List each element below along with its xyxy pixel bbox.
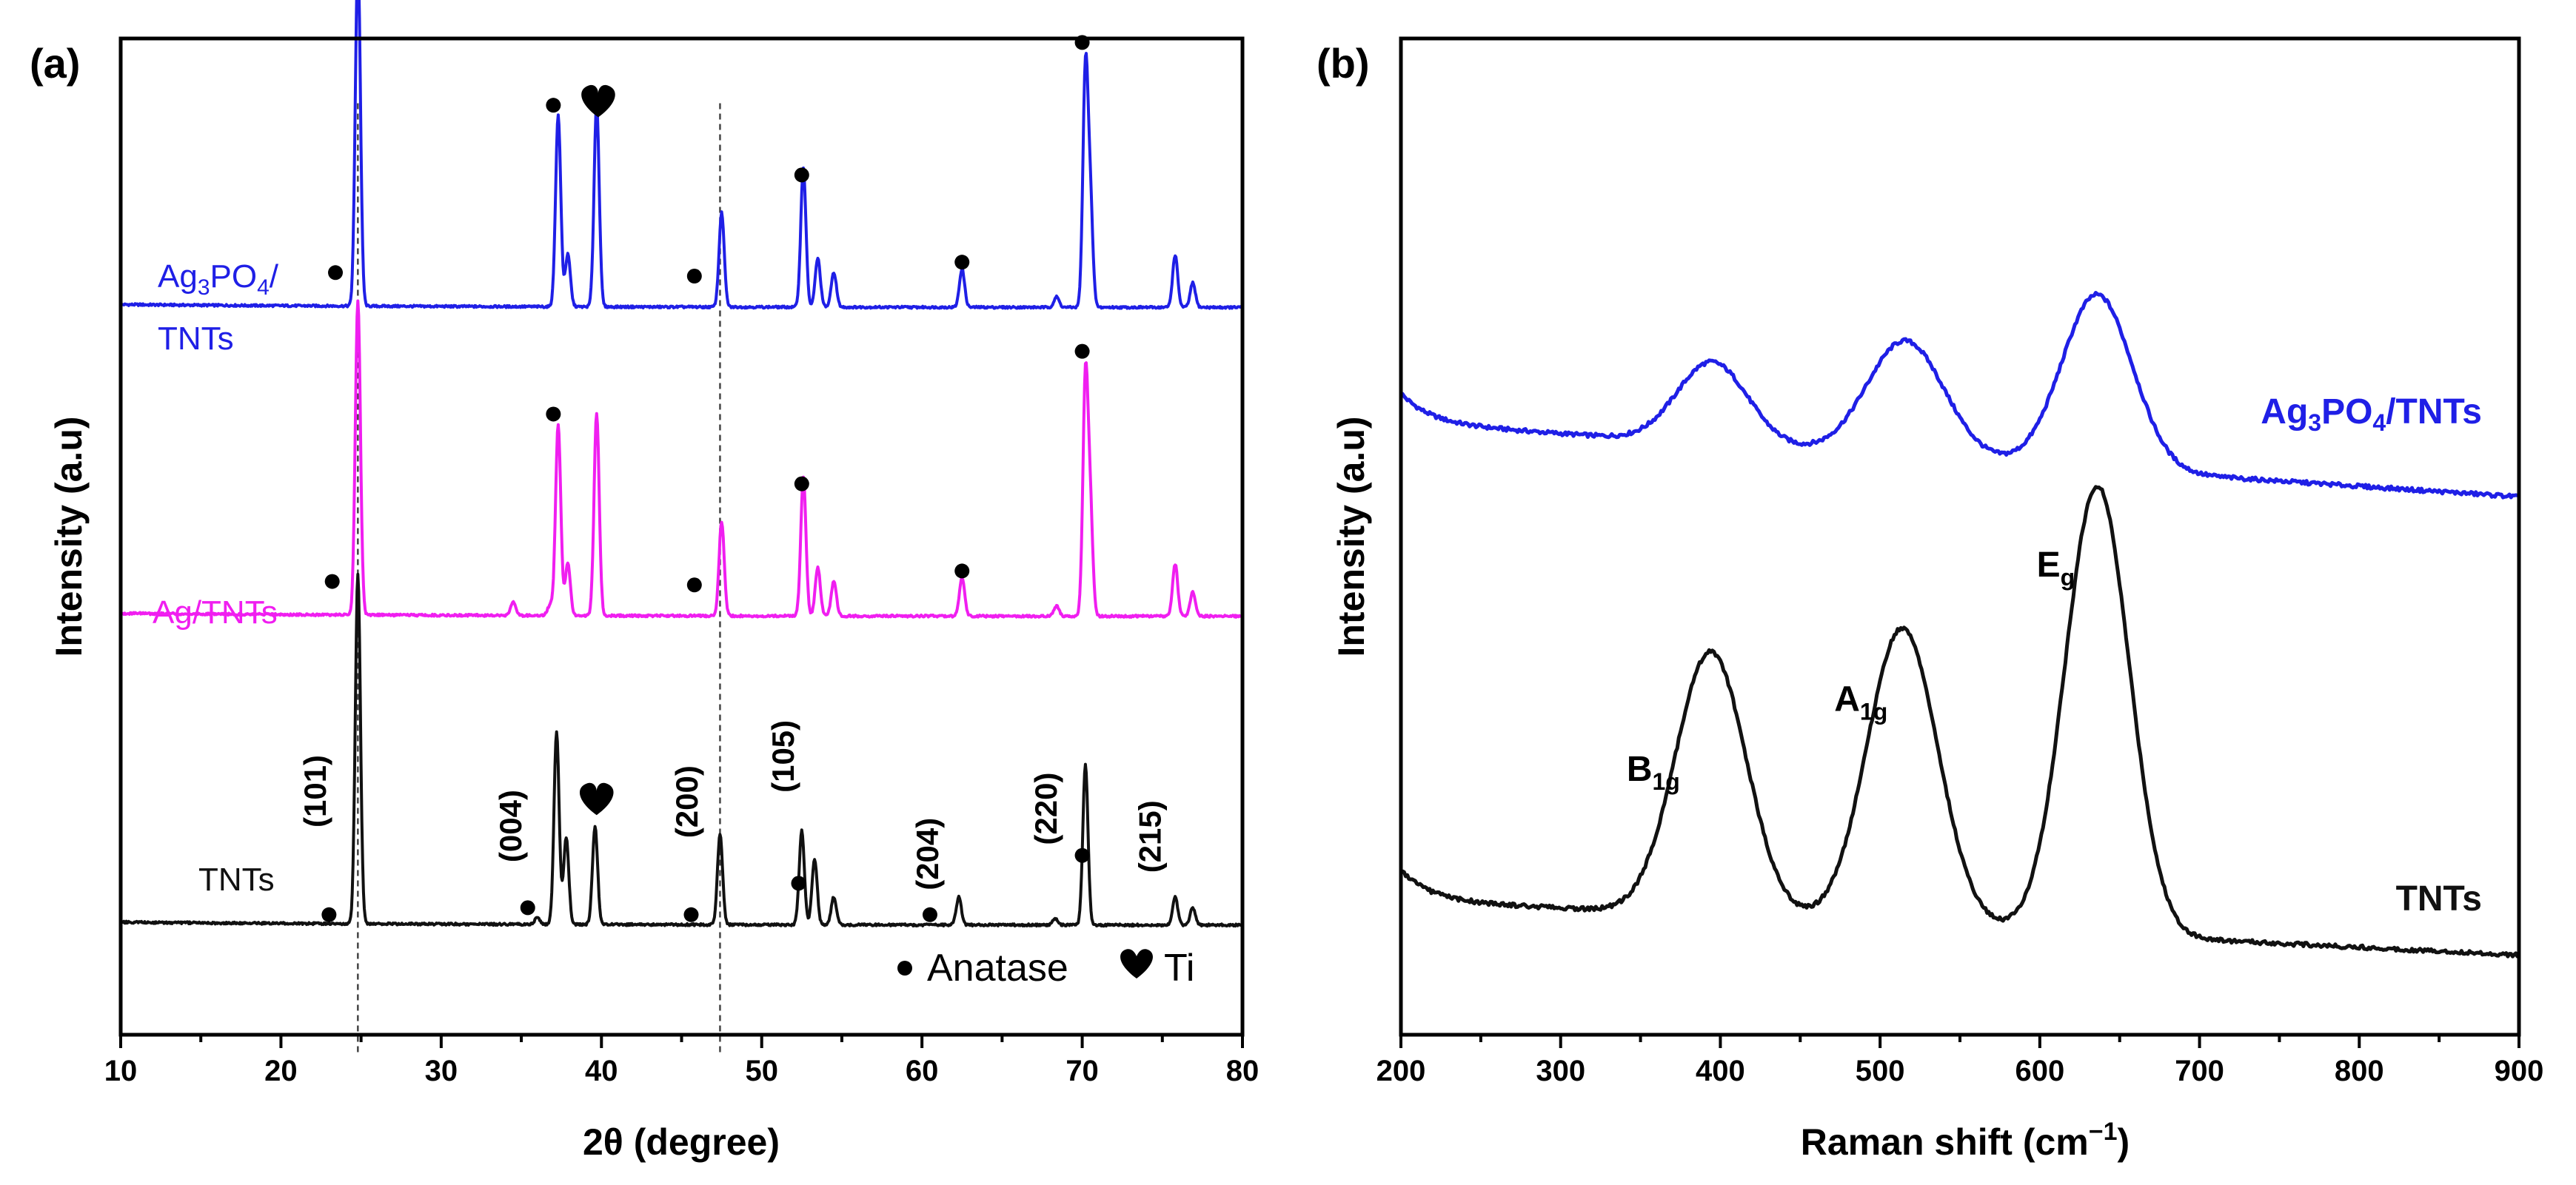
anatase-marker — [1074, 847, 1090, 863]
hkl-label: (101) — [298, 755, 332, 828]
series-label-ag3po4-tnts: Ag3PO4/ — [158, 258, 279, 300]
ti-legend-label: Ti — [1164, 947, 1194, 990]
x-tick-label: 800 — [2335, 1055, 2384, 1087]
anatase-marker — [922, 907, 937, 922]
xrd-curve-ag-tnts — [119, 299, 1244, 619]
anatase-marker — [324, 574, 340, 589]
x-tick-label: 300 — [1536, 1055, 1585, 1087]
x-axis-title-b: Raman shift (cm−1) — [1801, 1118, 2130, 1163]
anatase-marker — [328, 265, 344, 281]
x-axis-ticks: 10 20 30 40 50 60 70 80 — [104, 1035, 1259, 1087]
raman-curves — [1400, 291, 2520, 959]
raman-panel: (b) 200 300 400 500 600 700 800 900 B1g A1g Eg Ag… — [1317, 36, 2544, 1163]
panel-b-label: (b) — [1317, 40, 1370, 87]
anatase-legend-marker — [897, 961, 912, 976]
anatase-marker — [1074, 343, 1090, 359]
raman-mode-label: B1g — [1627, 750, 1680, 795]
ti-marker — [581, 84, 615, 118]
phase-markers — [321, 35, 1090, 922]
phase-legend: Anatase Ti — [897, 947, 1194, 990]
anatase-marker — [520, 900, 535, 916]
hkl-labels: (101) (004) (200) (105) (204) (220) (215) — [298, 720, 1168, 890]
x-tick-label: 70 — [1065, 1055, 1099, 1087]
x-tick-label: 60 — [906, 1055, 939, 1087]
hkl-label: (220) — [1028, 773, 1063, 845]
hkl-label: (004) — [493, 790, 528, 862]
x-tick-label: 700 — [2175, 1055, 2224, 1087]
raman-mode-labels: B1g A1g Eg — [1627, 545, 2075, 795]
x-axis-ticks: 200 300 400 500 600 700 800 900 — [1376, 1035, 2544, 1087]
x-axis-title-a: 2θ (degree) — [583, 1121, 780, 1163]
hkl-label: (105) — [766, 720, 800, 793]
xrd-curve-ag3po4-tnts — [119, 0, 1244, 310]
xrd-curve-tnts — [120, 572, 1244, 928]
anatase-marker — [546, 98, 561, 113]
series-label-ag3po4-tnts-raman: Ag3PO4/TNTs — [2261, 392, 2482, 436]
ti-marker — [580, 782, 614, 816]
x-tick-label: 900 — [2495, 1055, 2544, 1087]
anatase-marker — [321, 907, 337, 922]
x-tick-label: 50 — [745, 1055, 778, 1087]
hkl-label: (204) — [910, 818, 945, 890]
anatase-marker — [954, 563, 970, 579]
x-tick-label: 10 — [104, 1055, 138, 1087]
raman-mode-label: Eg — [2037, 545, 2075, 591]
x-tick-label: 20 — [264, 1055, 298, 1087]
anatase-marker — [686, 577, 702, 593]
xrd-panel: (a) (101) (004) (200)(105)(204)(220) (215) … — [30, 0, 1259, 1163]
x-tick-label: 600 — [2015, 1055, 2064, 1087]
anatase-marker — [686, 269, 702, 284]
x-tick-label: 400 — [1696, 1055, 1745, 1087]
raman-curve-ag3po4-tnts — [1400, 291, 2520, 500]
anatase-marker — [683, 907, 699, 922]
series-label-ag-tnts: Ag/TNTs — [153, 594, 278, 631]
raman-mode-label: A1g — [1834, 680, 1887, 725]
anatase-legend-label: Anatase — [927, 947, 1068, 990]
anatase-marker — [546, 406, 561, 422]
hkl-label: (215) — [1133, 800, 1168, 873]
anatase-marker — [794, 476, 809, 491]
anatase-marker — [791, 876, 806, 891]
x-tick-label: 40 — [585, 1055, 618, 1087]
xrd-curves — [119, 0, 1244, 928]
ti-legend-marker — [1120, 949, 1153, 978]
anatase-marker — [794, 167, 809, 183]
x-tick-label: 80 — [1226, 1055, 1259, 1087]
series-label-tnts: TNTs — [198, 862, 275, 898]
x-tick-label: 200 — [1376, 1055, 1426, 1087]
hkl-label: (200) — [669, 765, 704, 838]
series-label-tnts-raman: TNTs — [2396, 879, 2482, 919]
panel-a-label: (a) — [30, 40, 80, 87]
anatase-marker — [954, 255, 970, 270]
y-axis-title-b: Intensity (a.u) — [1331, 416, 1372, 657]
x-tick-label: 30 — [425, 1055, 458, 1087]
raman-curve-tnts — [1400, 485, 2520, 959]
y-axis-title-a: Intensity (a.u) — [48, 416, 90, 657]
x-tick-label: 500 — [1856, 1055, 1905, 1087]
series-label-ag3po4-tnts-line2: TNTs — [158, 320, 234, 357]
